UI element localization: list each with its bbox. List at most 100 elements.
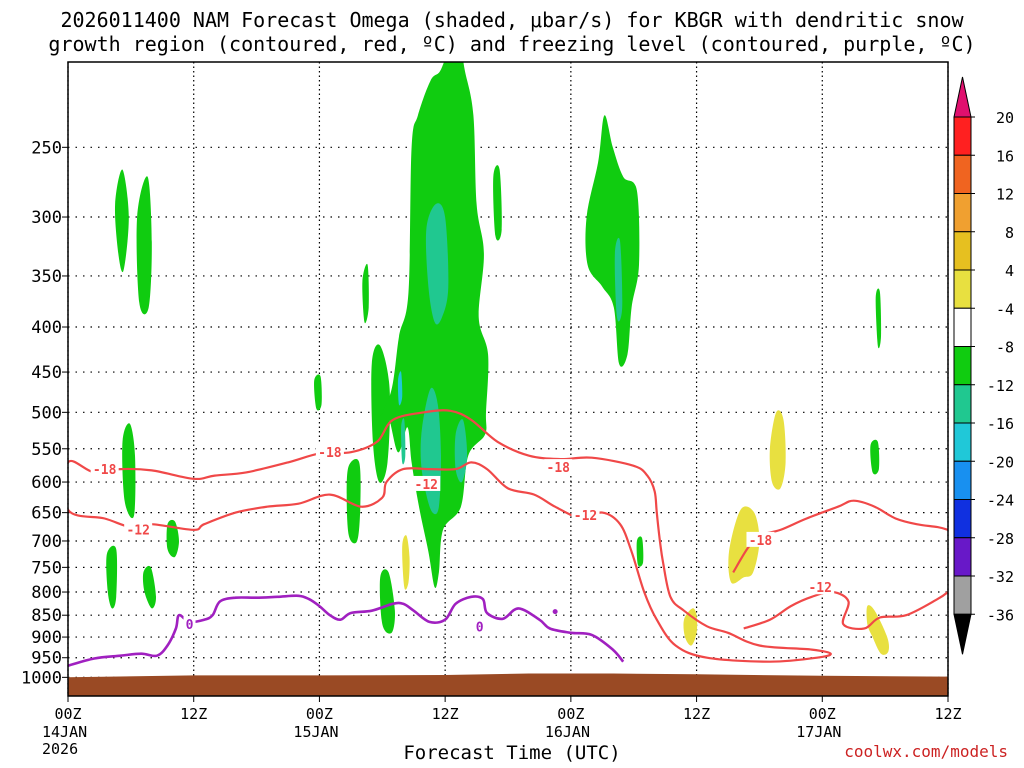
- omega-region-13: [585, 115, 640, 367]
- colorbar-bin-7: [953, 384, 972, 424]
- ytick-label-350: 350: [31, 267, 62, 287]
- ytick-label-950: 950: [31, 649, 62, 669]
- ytick-label-550: 550: [31, 440, 62, 460]
- ytick-label-1000: 1000: [21, 668, 62, 688]
- ytick-label-450: 450: [31, 363, 62, 383]
- colorbar-label-1: 16: [996, 147, 1014, 165]
- omega-region-21: [614, 237, 623, 322]
- ytick-label-400: 400: [31, 318, 62, 338]
- dgz-label-bg-0: [315, 444, 344, 460]
- freezing-level-line: [68, 594, 625, 667]
- dgz-label-bg-5: [124, 521, 153, 537]
- colorbar-label-8: -16: [987, 415, 1014, 433]
- freezing-label-bg-1: [473, 618, 486, 634]
- omega-region-10: [379, 569, 395, 634]
- ytick-label-700: 700: [31, 532, 62, 552]
- omega-region-25: [769, 410, 786, 490]
- colorbar-label-11: -28: [987, 530, 1014, 548]
- omega-region-0: [114, 169, 129, 273]
- dgz-contour-label-2: -18: [547, 461, 571, 476]
- colorbar-label-4: 4: [1005, 262, 1014, 280]
- dgz-contour-7: [743, 590, 948, 631]
- omega-region-16: [875, 288, 882, 349]
- contour-lines: -18 -12 -18 -12 -18 -12 -18 -12 0 0: [68, 409, 948, 667]
- colorbar-label-10: -24: [987, 492, 1014, 510]
- colorbar-bin-8: [953, 422, 972, 462]
- dgz-contour-label-4: -18: [93, 463, 117, 478]
- xtick-label-48: 00Z: [557, 705, 584, 723]
- dgz-label-bg-7: [806, 579, 835, 595]
- omega-region-4: [142, 565, 157, 609]
- omega-region-8: [362, 263, 369, 324]
- dgz-contour-label-0: -18: [318, 446, 342, 461]
- colorbar-top-triangle: [953, 76, 972, 118]
- omega-region-1: [136, 176, 152, 315]
- dgz-label-bg-3: [571, 506, 600, 522]
- dgz-contour-label-5: -12: [126, 523, 149, 538]
- xtick-label-84: 12Z: [934, 705, 961, 723]
- chart-title-line1: 2026011400 NAM Forecast Omega (shaded, μ…: [60, 8, 964, 32]
- xtick-label-24: 00Z: [306, 705, 333, 723]
- dgz-label-bg-1: [412, 475, 441, 491]
- colorbar-bin-last: [953, 575, 972, 615]
- omega-region-24: [728, 506, 760, 584]
- omega-region-12: [493, 165, 502, 241]
- xtick-label-60: 12Z: [683, 705, 710, 723]
- terrain-fill: [68, 673, 948, 696]
- colorbar-label-3: 8: [1005, 224, 1014, 242]
- terrain-ground: [68, 673, 948, 696]
- colorbar-bin-1: [953, 154, 972, 194]
- xtick-date-0: 14JAN: [42, 723, 87, 741]
- omega-shading: [106, 62, 890, 655]
- omega-region-15: [870, 439, 880, 475]
- ytick-label-300: 300: [31, 208, 62, 228]
- ytick-label-650: 650: [31, 504, 62, 524]
- xtick-label-72: 00Z: [809, 705, 836, 723]
- dgz-contour-label-7: -12: [808, 581, 831, 596]
- y-axis: 2503003504004505005506006507007508008509…: [21, 138, 68, 688]
- xtick-date-72: 17JAN: [796, 723, 841, 741]
- xtick-label-12: 12Z: [180, 705, 207, 723]
- omega-region-3: [106, 545, 118, 609]
- dgz-label-bg-4: [90, 461, 119, 477]
- credit-link[interactable]: coolwx.com/models: [844, 742, 1008, 761]
- colorbar-bin-5: [953, 307, 972, 347]
- omega-region-2: [122, 423, 136, 519]
- dgz-contour-label-6: -18: [749, 534, 773, 549]
- omega-region-6: [314, 374, 322, 411]
- xtick-year-0: 2026: [42, 740, 78, 758]
- colorbar-label-13: -36: [987, 606, 1014, 624]
- omega-region-14: [636, 536, 644, 567]
- dgz-contour-label-1: -12: [415, 478, 438, 493]
- freezing-label-bg-0: [183, 616, 196, 632]
- colorbar-label-12: -32: [987, 568, 1014, 586]
- ytick-label-750: 750: [31, 558, 62, 578]
- ytick-label-900: 900: [31, 628, 62, 648]
- xtick-label-36: 12Z: [432, 705, 459, 723]
- colorbar-bin-11: [953, 537, 972, 577]
- colorbar-label-7: -12: [987, 377, 1014, 395]
- colorbar-bottom-triangle: [953, 613, 972, 655]
- colorbar-label-5: -4: [996, 300, 1014, 318]
- colorbar: 20 16 12 8 4 -4 -8 -12 -16 -20 -24 -28 -32 -36: [953, 76, 1014, 655]
- chart-title-line2: growth region (contoured, red, ºC) and f…: [48, 32, 976, 56]
- dgz-contour-0: [68, 409, 832, 663]
- colorbar-bin-10: [953, 499, 972, 539]
- omega-region-9: [371, 344, 391, 483]
- colorbar-bin-9: [953, 460, 972, 500]
- omega-region-27: [866, 605, 890, 655]
- xtick-label-0: 00Z: [54, 705, 81, 723]
- ytick-label-250: 250: [31, 138, 62, 158]
- omega-region-22: [397, 371, 403, 406]
- omega-region-23: [402, 535, 410, 590]
- colorbar-bin-0: [953, 116, 972, 156]
- colorbar-bin-3: [953, 231, 972, 271]
- plot-frame: [67, 61, 949, 697]
- ytick-label-600: 600: [31, 473, 62, 493]
- ytick-label-500: 500: [31, 403, 62, 423]
- xtick-date-48: 16JAN: [545, 723, 590, 741]
- colorbar-label-2: 12: [996, 186, 1014, 204]
- x-axis-label: Forecast Time (UTC): [403, 742, 621, 764]
- colorbar-bin-6: [953, 346, 972, 386]
